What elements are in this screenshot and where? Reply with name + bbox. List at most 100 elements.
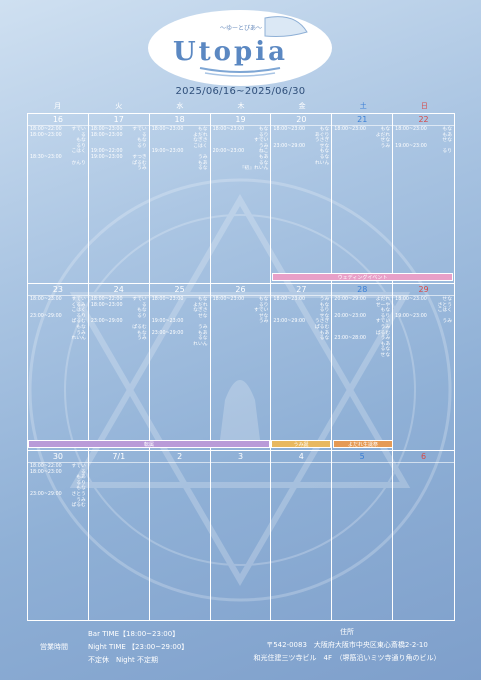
- day-cell: 20 18:00~23:00 もな あぐり うさぎ 23:00~29:00 せな もな るな れい…: [271, 114, 333, 284]
- cast-name: あぐり: [314, 132, 330, 138]
- day-number: 3: [210, 451, 271, 463]
- cast-name: よだれ: [375, 297, 391, 302]
- shift-entry: 18:00~23:00 すでい: [30, 297, 86, 303]
- cast-name: もあ: [258, 154, 269, 160]
- shift-time: 18:00~23:00: [151, 127, 184, 132]
- cast-name: もあ: [197, 160, 208, 166]
- shift-entry: るり: [30, 144, 86, 150]
- shift-entry: るな: [273, 154, 330, 161]
- shift-entry: うさぎ: [273, 138, 329, 144]
- cast-name: すでい: [375, 319, 391, 325]
- cast-name: うみ: [76, 330, 86, 336]
- shift-entry: 23:00~29:00 るり: [30, 314, 86, 320]
- shift-entry: せな: [213, 314, 269, 320]
- shift-entry: 18:00~23:00 もな: [334, 127, 390, 133]
- shift-time: 18:00~23:00: [30, 297, 62, 302]
- weekday-wed: 水: [176, 102, 184, 110]
- cast-name: るり: [258, 132, 269, 138]
- cast-name: うみ: [197, 154, 208, 160]
- cast-name: もな: [76, 486, 86, 492]
- cast-name: るな: [380, 347, 391, 353]
- cast-name: うみ: [258, 319, 269, 325]
- shift-entry: 18:00~23:00 もな: [395, 127, 452, 133]
- day-number: 27: [271, 284, 332, 296]
- shift-time: 18:00~23:00: [334, 127, 366, 132]
- shift-entry: 18:00~23:00 もな: [152, 297, 208, 303]
- cast-name: もあ: [76, 475, 86, 481]
- shift-time: 18:00~23:00: [30, 132, 62, 138]
- shift-entry: ぱるむ: [334, 331, 390, 337]
- cast-name: れいん: [71, 336, 86, 342]
- shift-list: 18:00~23:00 もな もあ せな 19:00~23:00 るり: [393, 126, 454, 156]
- shift-entry: 18:30~23:00: [30, 155, 86, 161]
- cast-name: る: [81, 132, 86, 138]
- cast-name: うみ: [380, 336, 391, 342]
- shift-entry: るり: [213, 133, 269, 139]
- cast-name: ぱるむ: [375, 330, 391, 336]
- day-cell: 24 18:00~22:00 すでい 18:00~23:00 るもな るり 23:00~29…: [88, 284, 150, 451]
- shift-list: 18:00~23:00 うみ もな るり せな 23:00~29:00 うさぎ ぱるむ もあ るな: [271, 296, 331, 343]
- shift-list: [271, 463, 331, 465]
- shift-list: 18:00~23:00 もな あぐり うさぎ 23:00~29:00 せな もな るな れいん: [271, 126, 331, 167]
- cast-name: るな: [319, 154, 330, 160]
- shift-entry: るな: [213, 161, 269, 167]
- cast-name: るり: [76, 480, 86, 486]
- cast-name: せな: [319, 313, 330, 319]
- shift-time: 18:00~23:00: [90, 127, 123, 132]
- cast-name: ぱるむ: [132, 324, 147, 330]
- shift-time: 18:30~23:00: [30, 154, 62, 160]
- cast-name: こはく: [193, 143, 208, 149]
- shift-list: 18:00~22:00 すでい 18:00~23:00 るもあ るり もな 23:00~29…: [28, 463, 88, 510]
- shift-entry: るな: [152, 166, 208, 172]
- cast-name: もな: [380, 308, 391, 314]
- shift-entry: 『初』れいん: [213, 166, 269, 172]
- day-number: 17: [88, 114, 149, 126]
- shift-entry: よだれ: [152, 303, 207, 309]
- cast-name: ぱるむ: [71, 319, 86, 325]
- shift-entry: 20:00~23:00 ねこ: [213, 149, 269, 155]
- shift-entry: あぐり: [273, 133, 329, 139]
- cast-name: うみ: [76, 497, 86, 503]
- cast-name: るり: [442, 149, 452, 155]
- day-cell: 26 18:00~23:00 もな るり すでい せな うみ: [210, 284, 272, 451]
- day-cell: 22 18:00~23:00 もな もあ せな 19:00~23:00 るり: [393, 114, 454, 284]
- day-cell: 2: [149, 451, 211, 620]
- shift-entry: 19:00~23:00: [395, 314, 452, 320]
- shift-time: 19:00~23:00: [395, 143, 427, 149]
- day-cell: 6: [393, 451, 454, 620]
- day-number: 5: [332, 451, 393, 463]
- shift-entry: せな: [395, 138, 452, 144]
- postal-address: 〒542-0083 大阪府大阪市中央区東心斎橋2-2-10: [266, 641, 428, 649]
- shift-entry: ぱるむ: [91, 324, 147, 331]
- cast-name: ねこ: [258, 149, 269, 155]
- shift-entry: 18:00~23:00 もな: [213, 127, 269, 133]
- cast-name: もな: [319, 149, 330, 155]
- shift-entry: せな: [273, 313, 330, 320]
- shift-entry: れいん: [152, 342, 207, 348]
- shift-time: 18:00~23:00: [151, 297, 184, 302]
- day-number: 26: [210, 284, 271, 296]
- shift-entry: さとう: [395, 303, 452, 309]
- event-band-yodare-birthday: よだれ生誕祭: [333, 440, 393, 448]
- day-number: 19: [210, 114, 271, 126]
- day-number: 7/1: [88, 451, 149, 463]
- cast-name: もな: [197, 297, 208, 302]
- shift-entry: こはく: [30, 308, 85, 314]
- cast-name: るな: [197, 166, 208, 172]
- shift-entry: うみ: [152, 155, 208, 161]
- cast-name: もあ: [442, 132, 452, 138]
- day-cell: 25 18:00~23:00 もな よだれ なぎさ せな 19:00~23:00 うみ 23:0…: [149, 284, 211, 451]
- shift-time: 20:00~29:00: [334, 297, 366, 302]
- schedule-period: 2025/06/16~2025/06/30: [175, 86, 306, 97]
- cast-name: さとう: [437, 302, 452, 308]
- cast-name: うみ: [197, 324, 208, 330]
- shift-entry: 20:00~23:00 るり: [334, 314, 390, 320]
- cast-name: もあ: [319, 330, 330, 336]
- night-time: Night TIME 【23:00~29:00】: [88, 643, 189, 651]
- cast-name: もな: [197, 127, 208, 132]
- shift-entry: よだれ: [152, 133, 207, 139]
- shift-entry: もな: [30, 138, 86, 144]
- shift-entry: 18:00~22:00 すでい: [30, 464, 86, 470]
- shift-entry: るな: [334, 347, 391, 353]
- cast-name: すでい: [132, 127, 147, 132]
